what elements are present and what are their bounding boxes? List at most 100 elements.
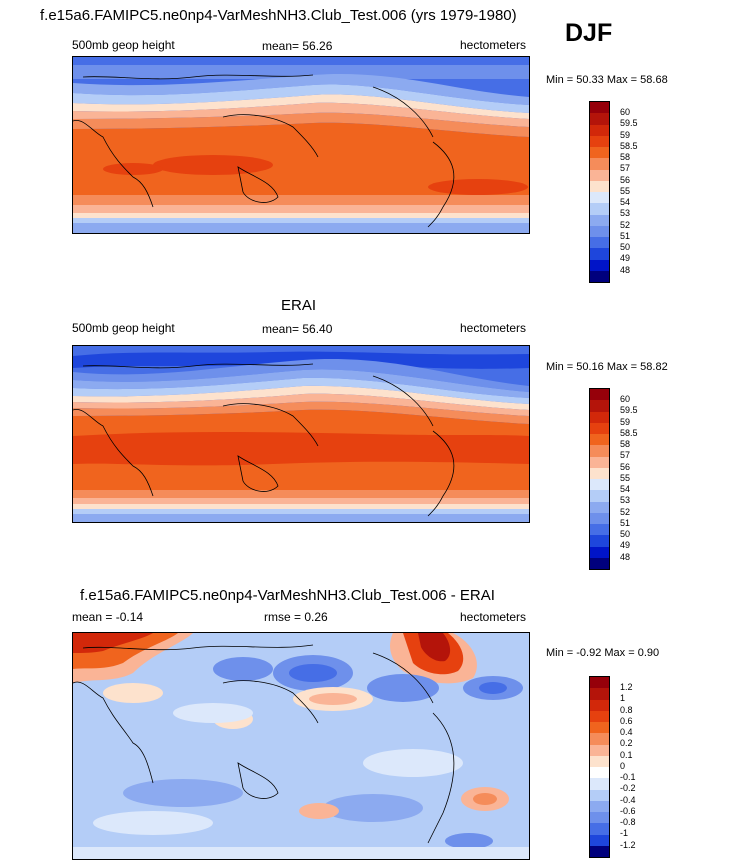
labelbar-segment bbox=[590, 501, 609, 513]
labelbar-segment bbox=[590, 557, 609, 569]
labelbar-tick-label: 57 bbox=[620, 450, 631, 460]
labelbar-segment bbox=[590, 456, 609, 468]
labelbar-segment bbox=[590, 400, 609, 412]
labelbar-tick-label: 59.5 bbox=[620, 405, 638, 415]
labelbar-tick-label: 53 bbox=[620, 208, 631, 218]
labelbar-segment bbox=[590, 102, 609, 114]
labelbar-segment bbox=[590, 722, 609, 734]
panel-1-variable-label: 500mb geop height bbox=[72, 38, 175, 52]
panel-2-mean-label: mean= 56.40 bbox=[262, 322, 333, 336]
labelbar-segment bbox=[590, 845, 609, 857]
labelbar-tick-label: -0.1 bbox=[620, 772, 636, 782]
labelbar-segment bbox=[590, 733, 609, 745]
panel-3-minmax-label: Min = -0.92 Max = 0.90 bbox=[546, 647, 660, 659]
panel-3-title: f.e15a6.FAMIPC5.ne0np4-VarMeshNH3.Club_T… bbox=[80, 587, 495, 604]
labelbar-tick-label: 58 bbox=[620, 439, 631, 449]
labelbar-tick-label: 54 bbox=[620, 484, 631, 494]
labelbar-segment bbox=[590, 445, 609, 457]
labelbar-segment bbox=[590, 800, 609, 812]
panel-3-map bbox=[72, 632, 530, 860]
labelbar-tick-label: 55 bbox=[620, 473, 631, 483]
labelbar-segment bbox=[590, 677, 609, 689]
panel-3-rmse-label: rmse = 0.26 bbox=[264, 610, 328, 624]
labelbar-tick-label: 59 bbox=[620, 417, 631, 427]
labelbar-tick-label: 57 bbox=[620, 163, 631, 173]
season-label: DJF bbox=[565, 19, 613, 47]
panel-1-labelbar bbox=[589, 101, 610, 283]
labelbar-tick-label: 52 bbox=[620, 507, 631, 517]
labelbar-segment bbox=[590, 789, 609, 801]
labelbar-segment bbox=[590, 710, 609, 722]
labelbar-tick-label: 59 bbox=[620, 130, 631, 140]
labelbar-tick-label: 56 bbox=[620, 462, 631, 472]
panel-3-units-label: hectometers bbox=[460, 610, 527, 624]
labelbar-segment bbox=[590, 259, 609, 271]
panel-2-map bbox=[72, 345, 530, 523]
labelbar-tick-label: 58 bbox=[620, 152, 631, 162]
labelbar-segment bbox=[590, 237, 609, 249]
labelbar-segment bbox=[590, 203, 609, 215]
labelbar-tick-label: 52 bbox=[620, 220, 631, 230]
labelbar-segment bbox=[590, 512, 609, 524]
labelbar-tick-label: 53 bbox=[620, 495, 631, 505]
labelbar-segment bbox=[590, 834, 609, 846]
panel-2-minmax-label: Min = 50.16 Max = 58.82 bbox=[546, 361, 668, 373]
panel-1-units-label: hectometers bbox=[460, 38, 527, 52]
labelbar-segment bbox=[590, 490, 609, 502]
labelbar-segment bbox=[590, 270, 609, 282]
panel-2-labelbar bbox=[589, 388, 610, 570]
labelbar-segment bbox=[590, 823, 609, 835]
labelbar-tick-label: 0.4 bbox=[620, 727, 633, 737]
labelbar-segment bbox=[590, 434, 609, 446]
labelbar-tick-label: 60 bbox=[620, 394, 631, 404]
labelbar-tick-label: 58.5 bbox=[620, 428, 638, 438]
labelbar-tick-label: 50 bbox=[620, 242, 631, 252]
labelbar-segment bbox=[590, 214, 609, 226]
labelbar-tick-label: 49 bbox=[620, 540, 631, 550]
labelbar-tick-label: -0.4 bbox=[620, 795, 636, 805]
labelbar-tick-label: 54 bbox=[620, 197, 631, 207]
labelbar-segment bbox=[590, 180, 609, 192]
panel-3-mean-label: mean = -0.14 bbox=[72, 610, 144, 624]
labelbar-tick-label: 1.2 bbox=[620, 682, 633, 692]
labelbar-segment bbox=[590, 767, 609, 779]
labelbar-tick-label: 58.5 bbox=[620, 141, 638, 151]
labelbar-tick-label: 59.5 bbox=[620, 118, 638, 128]
labelbar-segment bbox=[590, 192, 609, 204]
labelbar-tick-label: 49 bbox=[620, 253, 631, 263]
labelbar-segment bbox=[590, 248, 609, 260]
labelbar-tick-label: 0.6 bbox=[620, 716, 633, 726]
labelbar-segment bbox=[590, 479, 609, 491]
labelbar-segment bbox=[590, 113, 609, 125]
labelbar-tick-label: 0 bbox=[620, 761, 626, 771]
panel-2-title: ERAI bbox=[281, 297, 317, 314]
labelbar-segment bbox=[590, 744, 609, 756]
labelbar-segment bbox=[590, 699, 609, 711]
labelbar-tick-label: 60 bbox=[620, 107, 631, 117]
labelbar-tick-label: -0.6 bbox=[620, 806, 636, 816]
labelbar-tick-label: -0.8 bbox=[620, 817, 636, 827]
labelbar-segment bbox=[590, 778, 609, 790]
labelbar-segment bbox=[590, 467, 609, 479]
panel-1-minmax-label: Min = 50.33 Max = 58.68 bbox=[546, 74, 668, 86]
panel-2-units-label: hectometers bbox=[460, 321, 527, 335]
labelbar-segment bbox=[590, 546, 609, 558]
labelbar-tick-label: 56 bbox=[620, 175, 631, 185]
labelbar-segment bbox=[590, 688, 609, 700]
labelbar-segment bbox=[590, 389, 609, 401]
labelbar-segment bbox=[590, 411, 609, 423]
labelbar-tick-label: 0.8 bbox=[620, 705, 633, 715]
labelbar-tick-label: 55 bbox=[620, 186, 631, 196]
labelbar-segment bbox=[590, 225, 609, 237]
labelbar-segment bbox=[590, 524, 609, 536]
labelbar-tick-label: -1 bbox=[620, 828, 629, 838]
labelbar-segment bbox=[590, 135, 609, 147]
labelbar-tick-label: -1.2 bbox=[620, 840, 636, 850]
labelbar-segment bbox=[590, 124, 609, 136]
panel-1-mean-label: mean= 56.26 bbox=[262, 39, 333, 53]
labelbar-tick-label: 1 bbox=[620, 693, 626, 703]
labelbar-tick-label: 0.2 bbox=[620, 738, 633, 748]
panel-3-labelbar bbox=[589, 676, 610, 858]
labelbar-tick-label: 51 bbox=[620, 231, 631, 241]
labelbar-tick-label: -0.2 bbox=[620, 783, 636, 793]
